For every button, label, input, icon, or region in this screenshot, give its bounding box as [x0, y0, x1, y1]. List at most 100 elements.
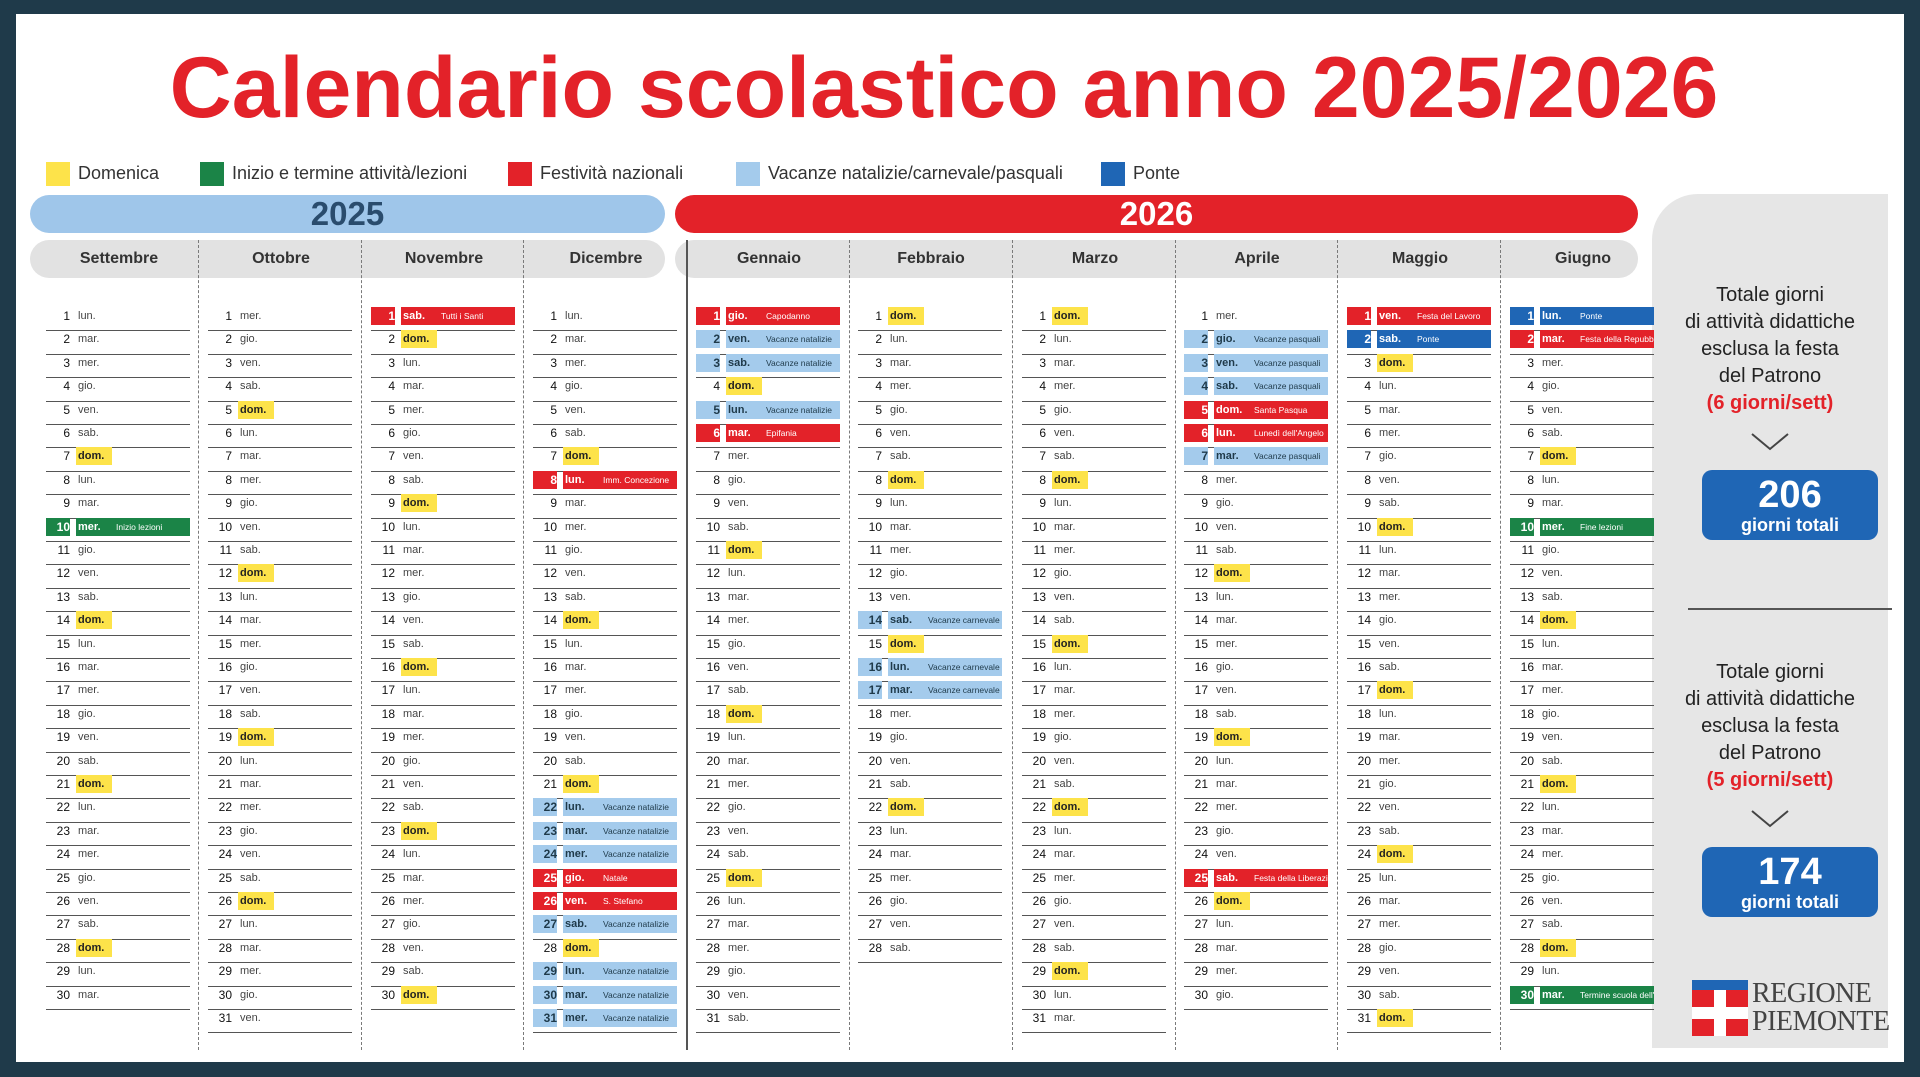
- day-row: 1 sab. Tutti i Santi: [371, 307, 515, 332]
- day-weekday: mar.: [565, 333, 587, 346]
- chevron-down-icon: [1751, 433, 1789, 451]
- day-weekday: gio.: [1542, 871, 1560, 884]
- legend-swatch-lightblue: [736, 162, 760, 186]
- day-row: 17 mar.: [1022, 681, 1166, 706]
- column-divider: [849, 240, 850, 1050]
- day-row: 9 gio.: [208, 494, 352, 519]
- day-weekday: ven.: [1054, 590, 1075, 603]
- day-note: Imm. Concezione: [599, 470, 677, 489]
- day-row: 24 ven.: [1184, 845, 1328, 870]
- day-number: 8: [63, 472, 70, 487]
- day-weekday: gio.: [240, 824, 258, 837]
- day-number: 19: [1520, 730, 1534, 745]
- month-name: Febbraio: [897, 250, 965, 267]
- day-note: Vacanze carnevale: [924, 658, 1002, 676]
- day-number: 29: [56, 964, 70, 979]
- day-row: 28 sab.: [858, 939, 1002, 964]
- day-weekday: gio.: [403, 590, 421, 603]
- day-weekday: sab.: [1542, 427, 1563, 439]
- day-row: 29 gio.: [696, 962, 840, 987]
- day-row: 7 sab.: [858, 447, 1002, 472]
- day-weekday: ven.: [240, 520, 261, 533]
- day-row: 25 sab.: [208, 869, 352, 893]
- day-number: 30: [218, 987, 232, 1002]
- day-number: 10: [218, 519, 232, 534]
- day-row: 11 mar.: [371, 541, 515, 566]
- day-number: 8: [875, 472, 882, 487]
- day-number: 9: [1364, 496, 1371, 511]
- day-row: 16 ven.: [696, 658, 840, 683]
- day-weekday: mar.: [890, 356, 912, 369]
- day-weekday: ven.: [890, 427, 911, 439]
- day-row: 4 gio.: [1510, 377, 1654, 402]
- day-weekday: gio.: [1379, 450, 1397, 463]
- day-row: 27 mar.: [696, 915, 840, 940]
- day-number: 11: [57, 543, 70, 557]
- day-row: 13 sab.: [46, 588, 190, 613]
- day-row: 25 lun.: [1347, 869, 1491, 893]
- day-row: 21 mar.: [1184, 775, 1328, 800]
- day-weekday: ven.: [565, 731, 586, 744]
- day-row: 4 sab. Vacanze pasquali: [1184, 377, 1328, 402]
- day-weekday: ven.: [563, 892, 599, 910]
- day-weekday: sab.: [728, 520, 749, 533]
- day-number: 22: [1194, 800, 1208, 815]
- day-number: 3: [1184, 353, 1208, 372]
- day-weekday: lun.: [1379, 871, 1397, 884]
- day-number: 31: [218, 1011, 232, 1025]
- day-note: Epifania: [762, 424, 840, 442]
- day-weekday: gio.: [1054, 567, 1072, 580]
- day-weekday: mar.: [1540, 330, 1576, 349]
- day-number: 1: [1039, 309, 1046, 323]
- total-days-box-6days: 206 giorni totali: [1702, 470, 1878, 540]
- day-number: 10: [46, 517, 70, 536]
- day-weekday: lun.: [240, 427, 258, 439]
- day-row: 18 mer.: [858, 705, 1002, 730]
- day-weekday: lun.: [890, 497, 908, 510]
- day-row: 19 dom.: [208, 728, 352, 753]
- day-row: 25 mer.: [1022, 869, 1166, 893]
- day-row: 6 sab.: [1510, 424, 1654, 449]
- day-weekday: mer.: [563, 1009, 599, 1027]
- day-weekday: mer.: [1054, 871, 1076, 884]
- day-number: 28: [381, 940, 395, 955]
- day-row: 16 sab.: [1347, 658, 1491, 683]
- day-row: 25 mer.: [858, 869, 1002, 893]
- day-number: 26: [218, 894, 232, 908]
- day-number: 13: [1357, 589, 1371, 604]
- day-row: 22 lun.: [1510, 798, 1654, 823]
- day-row: 20 lun.: [208, 752, 352, 776]
- day-weekday: mer.: [403, 731, 425, 744]
- day-weekday: ven.: [1054, 754, 1075, 767]
- day-number: 24: [218, 847, 232, 862]
- day-row: 19 gio.: [858, 728, 1002, 753]
- day-weekday: lun.: [1214, 424, 1250, 442]
- day-row: 24 dom.: [1347, 845, 1491, 870]
- day-weekday: ven.: [240, 684, 261, 697]
- column-divider: [1500, 240, 1501, 1050]
- day-number: 27: [1357, 917, 1371, 932]
- day-row: 29 dom.: [1022, 962, 1166, 987]
- day-number: 13: [218, 589, 232, 604]
- day-number: 12: [1194, 566, 1208, 581]
- day-row: 16 mar.: [46, 658, 190, 683]
- day-weekday: sab.: [728, 848, 749, 861]
- day-row: 24 mer.: [1510, 845, 1654, 870]
- day-weekday: mer.: [1054, 707, 1076, 720]
- day-row: 6 ven.: [858, 424, 1002, 449]
- day-number: 8: [533, 470, 557, 489]
- day-number: 24: [868, 847, 882, 862]
- day-weekday: dom.: [1052, 634, 1088, 653]
- day-row: 26 lun.: [696, 892, 840, 917]
- day-weekday: ven.: [403, 941, 424, 954]
- day-row: 6 sab.: [46, 424, 190, 449]
- day-weekday: ven.: [240, 848, 261, 861]
- day-weekday: mer.: [1542, 356, 1564, 369]
- day-row: 21 gio.: [1347, 775, 1491, 800]
- day-weekday: mar.: [1542, 497, 1564, 510]
- day-number: 20: [1357, 753, 1371, 768]
- day-number: 18: [1357, 706, 1371, 721]
- day-number: 22: [868, 800, 882, 815]
- day-weekday: mer.: [1054, 544, 1076, 556]
- day-row: 13 lun.: [1184, 588, 1328, 613]
